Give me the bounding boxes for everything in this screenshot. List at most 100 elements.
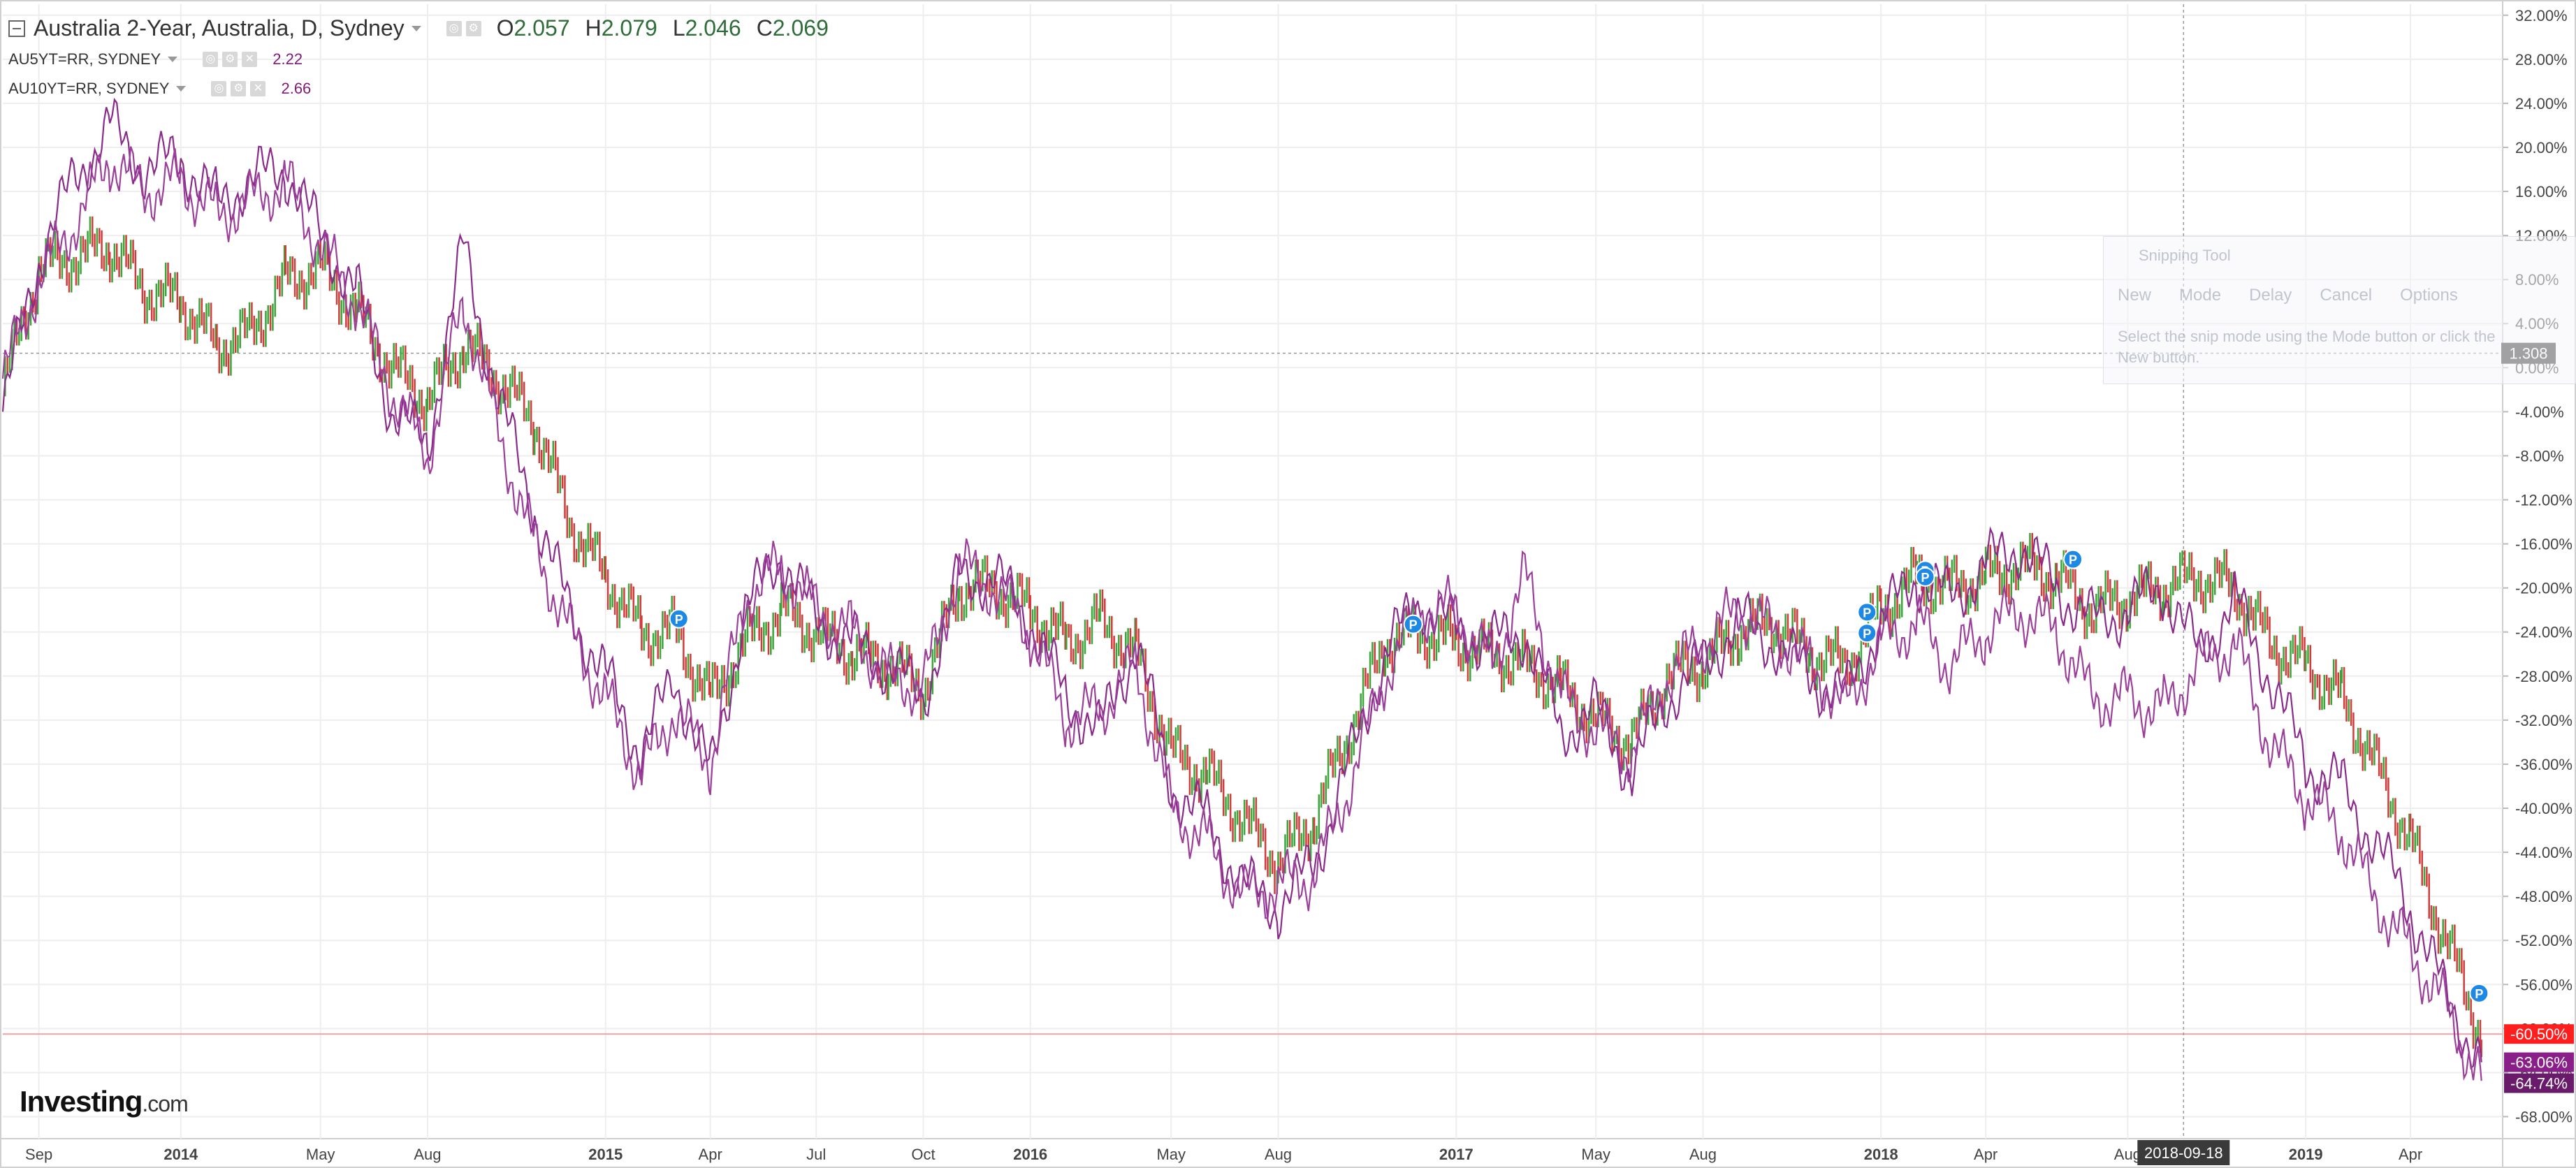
open-value: 2.057 — [514, 15, 570, 41]
main-legend: Australia 2-Year, Australia, D, Sydney ◎… — [8, 15, 829, 41]
event-marker-circle — [2063, 549, 2083, 569]
visibility-icon[interactable]: ◎ — [203, 52, 219, 67]
price-label-layer: -60.50%-63.06%-64.74%1.3082018-09-18 — [2137, 342, 2574, 1165]
x-tick-label: Apr — [699, 1146, 722, 1163]
high-label: H — [585, 15, 602, 41]
event-marker-circle — [1857, 623, 1877, 643]
snip-options-button[interactable]: Options — [2400, 286, 2458, 305]
event-marker-label: P — [1863, 606, 1871, 620]
y-tick-label: 24.00% — [2515, 95, 2568, 112]
y-tick-label: -68.00% — [2515, 1108, 2573, 1125]
price-label: -60.50% — [2510, 1025, 2568, 1043]
low-label: L — [672, 15, 685, 41]
snip-cancel-button[interactable]: Cancel — [2320, 286, 2373, 305]
event-layer: PPPPPPPP — [669, 549, 2489, 1003]
series-line — [1, 97, 2482, 1070]
snip-delay-button[interactable]: Delay — [2249, 286, 2292, 305]
event-marker-label: P — [675, 613, 683, 627]
close-label: C — [756, 15, 773, 41]
y-tick-label: -36.00% — [2515, 756, 2573, 773]
open-label: O — [496, 15, 514, 41]
event-marker-label: P — [2069, 553, 2077, 567]
y-tick-label: -48.00% — [2515, 888, 2573, 905]
event-marker-icon[interactable]: P — [2063, 549, 2083, 569]
visibility-icon[interactable]: ◎ — [446, 20, 462, 36]
event-marker-label: P — [1409, 618, 1418, 632]
y-tick-label: 16.00% — [2515, 183, 2568, 200]
x-tick-label: Aug — [414, 1146, 441, 1163]
snip-new-button[interactable]: New — [2118, 286, 2152, 305]
price-label: -64.74% — [2510, 1075, 2568, 1093]
snipping-tool-window: Snipping Tool New Mode Delay Cancel Opti… — [2103, 236, 2576, 384]
x-tick-label: 2017 — [1439, 1146, 1473, 1163]
x-tick-label: 2015 — [588, 1146, 623, 1163]
compare-tools: ◎ ⚙ ✕ — [207, 81, 266, 96]
event-marker-icon[interactable]: P — [1915, 567, 1935, 587]
x-tick-label: Jul — [806, 1146, 826, 1163]
compare-tools: ◎ ⚙ ✕ — [198, 52, 258, 67]
event-marker-icon[interactable]: P — [669, 608, 689, 629]
event-marker-label: P — [1863, 627, 1871, 641]
y-tick-label: -4.00% — [2515, 403, 2564, 421]
remove-icon[interactable]: ✕ — [250, 81, 266, 96]
y-tick-label: -28.00% — [2515, 668, 2573, 685]
y-tick-label: -20.00% — [2515, 580, 2573, 597]
crosshair-date-bg — [2137, 1140, 2230, 1165]
x-tick-label: Sep — [25, 1146, 52, 1163]
title-dropdown-icon[interactable] — [411, 25, 421, 31]
x-tick-label: Aug — [1689, 1146, 1717, 1163]
y-tick-label: -12.00% — [2515, 492, 2573, 509]
y-tick-label: -56.00% — [2515, 976, 2573, 993]
x-tick-label: Apr — [1974, 1146, 1998, 1163]
y-tick-label: -8.00% — [2515, 447, 2564, 465]
event-marker-icon[interactable]: P — [1857, 602, 1877, 622]
y-tick-label: 32.00% — [2515, 7, 2568, 24]
compare-legend-au5y: AU5YT=RR, SYDNEY ◎ ⚙ ✕ 2.22 — [8, 50, 303, 68]
y-tick-label: -24.00% — [2515, 624, 2573, 641]
snip-mode-button[interactable]: Mode — [2179, 286, 2222, 305]
chart-title: Australia 2-Year, Australia, D, Sydney — [34, 15, 405, 41]
event-marker-icon[interactable]: P — [2469, 983, 2489, 1003]
event-marker-icon[interactable]: P — [1857, 623, 1877, 643]
x-tick-label: May — [306, 1146, 335, 1163]
event-marker-icon[interactable]: P — [1403, 614, 1423, 634]
crosshair-date-label: 2018-09-18 — [2144, 1144, 2223, 1162]
reference-layer — [3, 4, 2503, 1139]
settings-gear-icon[interactable]: ⚙ — [465, 20, 481, 36]
settings-gear-icon[interactable]: ⚙ — [222, 52, 238, 67]
visibility-icon[interactable]: ◎ — [211, 81, 227, 96]
compare-dropdown-icon[interactable] — [168, 57, 178, 62]
x-tick-label: Oct — [911, 1146, 935, 1163]
logo-suffix: .com — [142, 1091, 188, 1116]
y-tick-label: -40.00% — [2515, 800, 2573, 817]
price-label-bg — [2504, 1024, 2574, 1044]
compare-series-value: 2.22 — [272, 50, 303, 68]
x-tick-label: Aug — [2114, 1146, 2141, 1163]
axis-layer: 32.00%28.00%24.00%20.00%16.00%12.00%8.00… — [25, 7, 2573, 1163]
high-value: 2.079 — [601, 15, 657, 41]
x-tick-label: May — [1581, 1146, 1610, 1163]
series-line — [1, 146, 2482, 1081]
compare-dropdown-icon[interactable] — [176, 86, 187, 92]
snipping-tool-title: Snipping Tool — [2139, 247, 2231, 264]
price-label-bg — [2504, 1052, 2574, 1072]
settings-gear-icon[interactable]: ⚙ — [231, 81, 247, 96]
y-tick-label: -44.00% — [2515, 844, 2573, 861]
event-marker-circle — [669, 608, 689, 629]
close-value: 2.069 — [772, 15, 829, 41]
x-tick-label: May — [1156, 1146, 1186, 1163]
y-tick-label: -16.00% — [2515, 536, 2573, 553]
y-tick-label: 20.00% — [2515, 139, 2568, 156]
x-tick-label: Aug — [1265, 1146, 1292, 1163]
event-marker-label: P — [1921, 571, 1930, 585]
low-value: 2.046 — [685, 15, 741, 41]
remove-icon[interactable]: ✕ — [242, 52, 258, 67]
compare-legend-au10y: AU10YT=RR, SYDNEY ◎ ⚙ ✕ 2.66 — [8, 80, 311, 98]
event-marker-circle — [2469, 983, 2489, 1003]
collapse-legend-icon[interactable] — [8, 20, 25, 37]
compare-series-value: 2.66 — [281, 80, 312, 97]
event-marker-circle — [1403, 614, 1423, 634]
y-tick-label: -32.00% — [2515, 712, 2573, 729]
